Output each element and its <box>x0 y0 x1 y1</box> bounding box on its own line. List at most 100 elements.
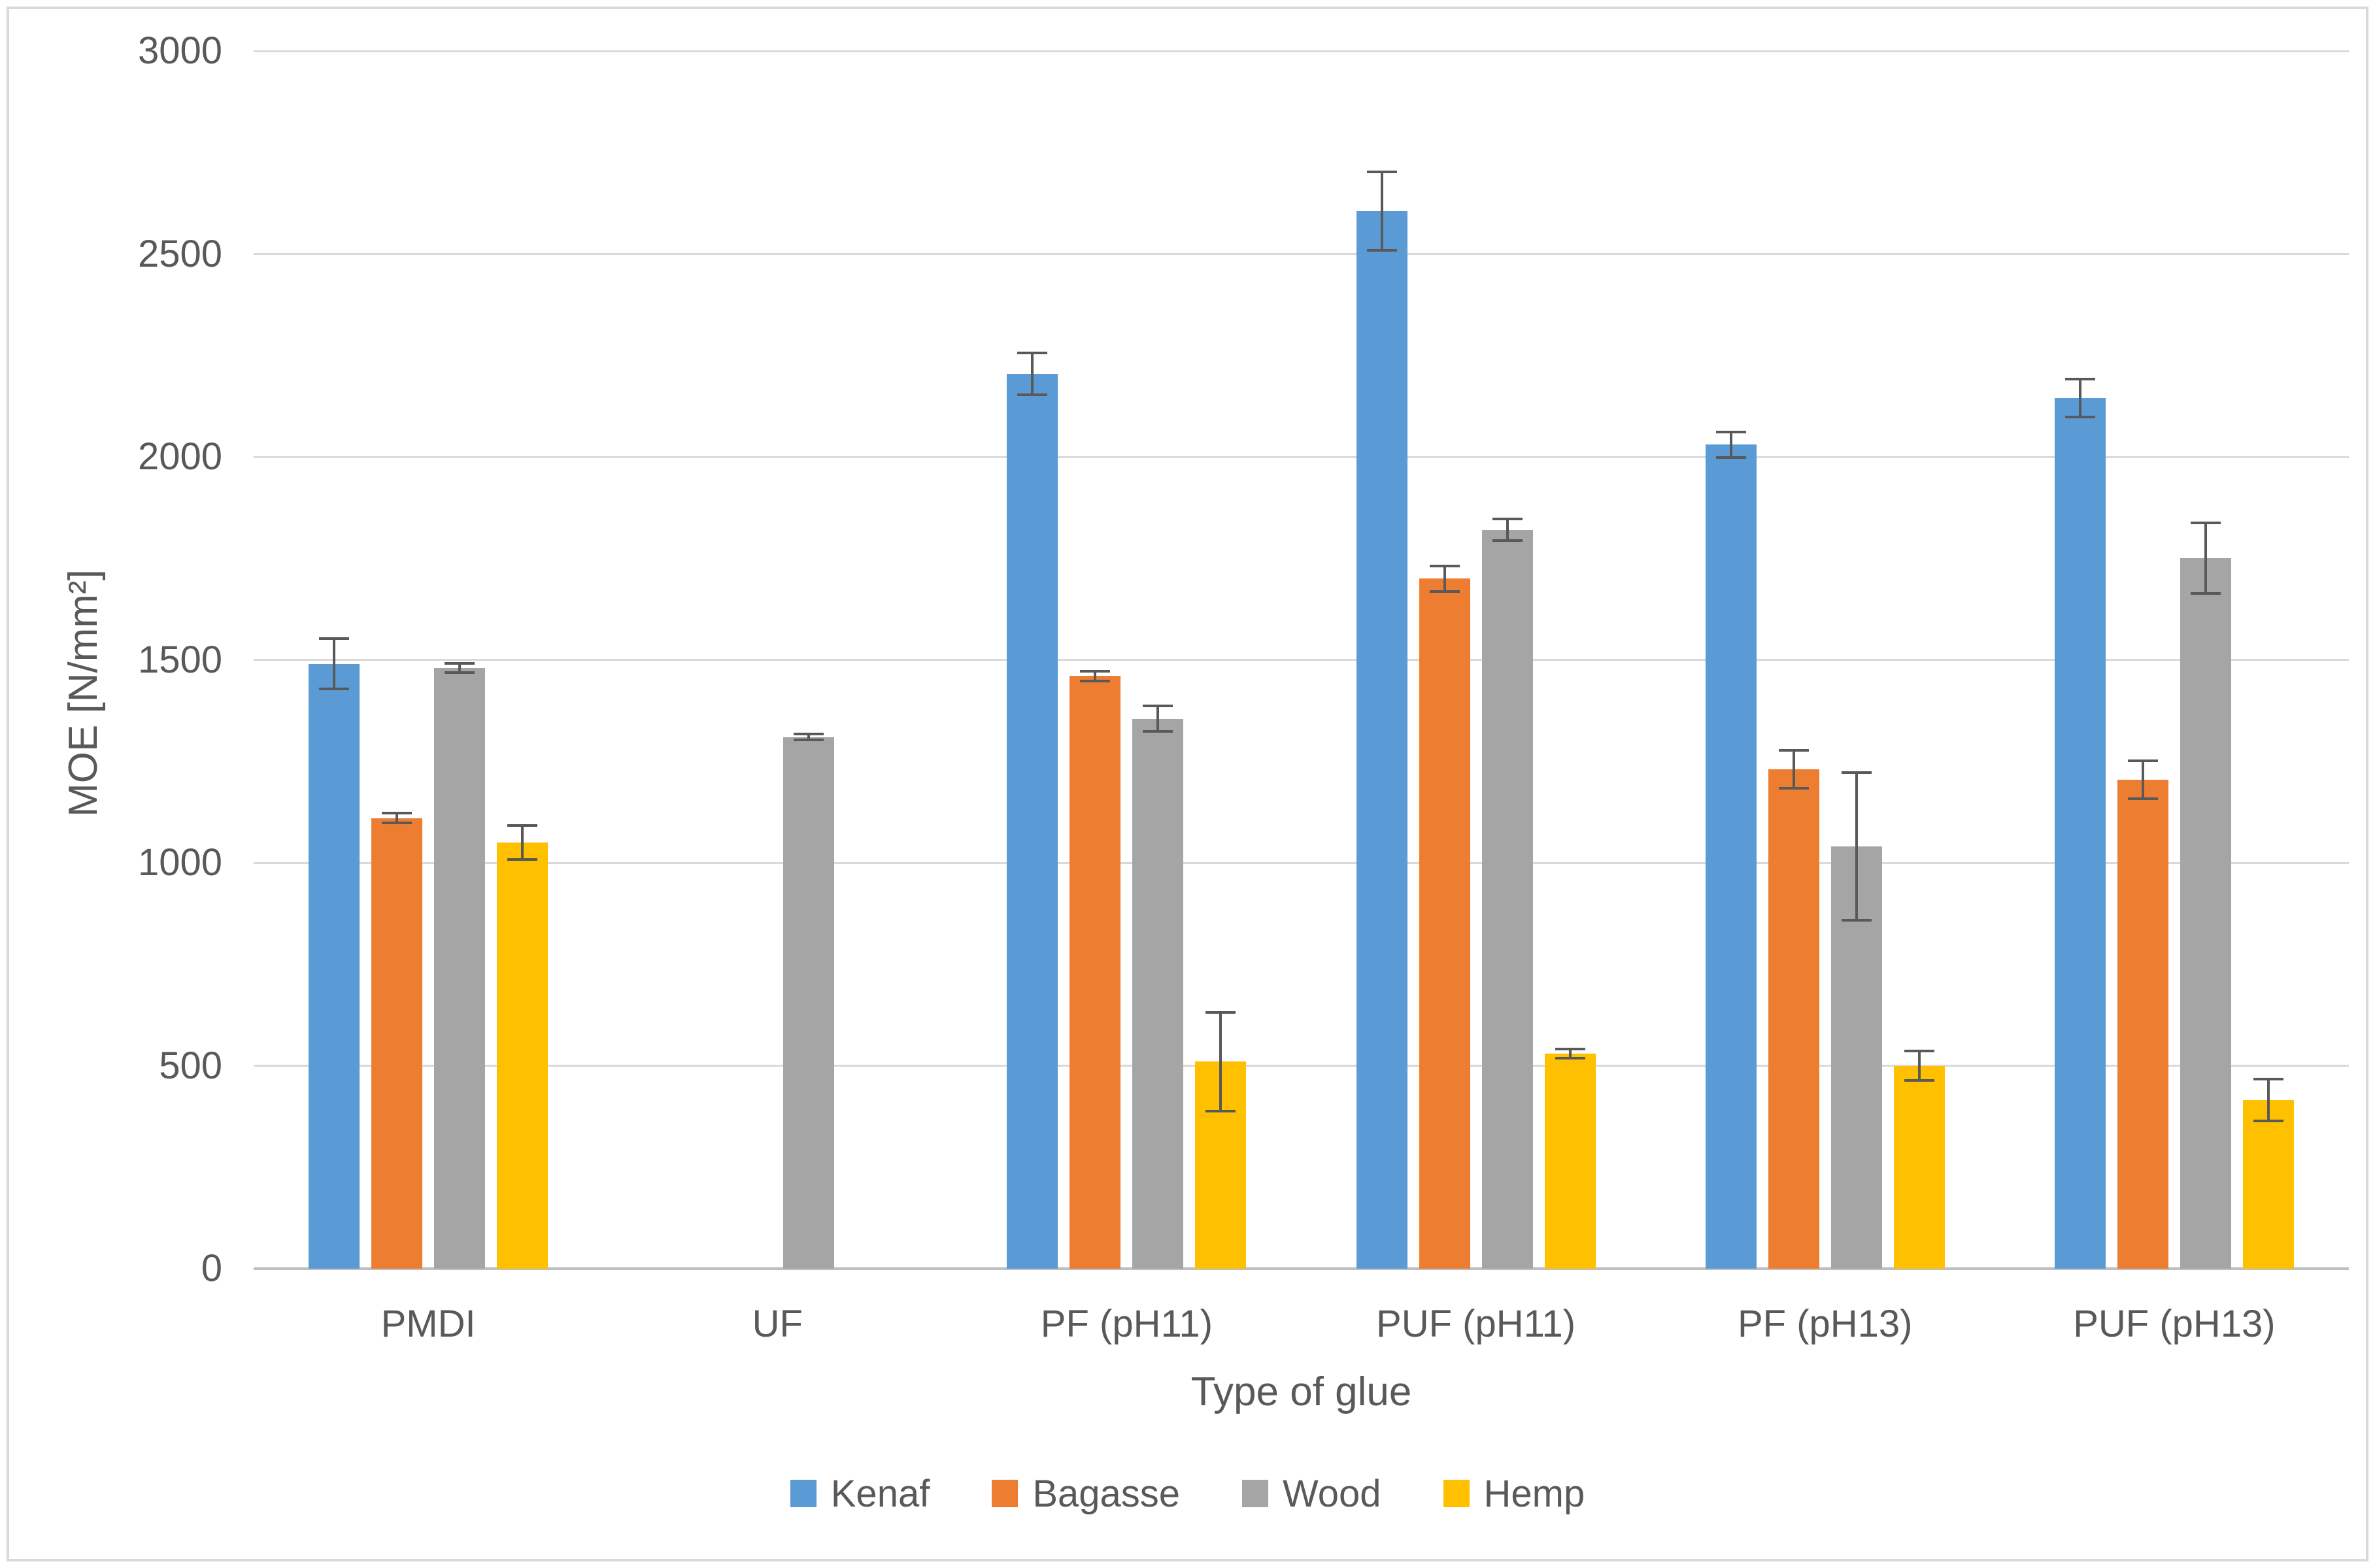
error-bar-cap-bottom <box>2253 1120 2283 1123</box>
error-bar-cap-bottom <box>1429 590 1460 593</box>
x-category-label-pf-ph13: PF (pH13) <box>1737 1303 1913 1345</box>
bar-kenaf-puf-ph13 <box>2054 397 2106 1269</box>
error-bar-line <box>2078 377 2081 419</box>
error-bar-cap-top <box>1904 1049 1934 1052</box>
error-bar-cap-bottom <box>1904 1079 1934 1082</box>
legend-item-kenaf: Kenaf <box>790 1472 930 1516</box>
error-bar-cap-top <box>319 637 350 641</box>
error-bar-cap-bottom <box>1492 539 1523 542</box>
error-bar-bagasse-puf-ph11 <box>1429 564 1460 593</box>
x-category-label-pmdi: PMDI <box>380 1303 476 1345</box>
y-tick-label-1000: 1000 <box>137 841 222 884</box>
bar-bagasse-pf-ph11 <box>1070 676 1121 1269</box>
bar-hemp-pf-ph13 <box>1893 1065 1945 1269</box>
error-bar-cap-top <box>507 824 538 827</box>
bar-wood-puf-ph13 <box>2180 558 2231 1269</box>
y-tick-label-3000: 3000 <box>137 29 222 72</box>
error-bar-hemp-pf-ph13 <box>1904 1049 1934 1082</box>
error-bar-cap-top <box>1366 171 1397 174</box>
bar-wood-puf-ph11 <box>1481 529 1533 1269</box>
legend-swatch-bagasse <box>992 1480 1019 1507</box>
error-bar-kenaf-puf-ph13 <box>2064 377 2095 419</box>
legend-label-wood: Wood <box>1283 1472 1381 1515</box>
error-bar-hemp-pf-ph11 <box>1205 1010 1236 1112</box>
bar-bagasse-puf-ph11 <box>1419 578 1470 1269</box>
error-bar-line <box>2266 1078 2270 1123</box>
error-bar-cap-bottom <box>2190 592 2221 595</box>
error-bar-line <box>1917 1049 1921 1082</box>
legend-label-kenaf: Kenaf <box>830 1472 930 1515</box>
error-bar-cap-top <box>445 661 475 665</box>
bar-bagasse-puf-ph13 <box>2117 779 2168 1269</box>
error-bar-cap-top <box>1841 771 1872 775</box>
error-bar-cap-bottom <box>382 822 413 825</box>
error-bar-cap-top <box>1715 430 1746 433</box>
error-bar-cap-bottom <box>794 738 824 741</box>
error-bar-hemp-puf-ph11 <box>1555 1047 1585 1060</box>
error-bar-cap-bottom <box>1366 249 1397 252</box>
bar-hemp-puf-ph13 <box>2242 1100 2294 1269</box>
bar-bagasse-pmdi <box>371 818 423 1269</box>
y-tick-label-500: 500 <box>159 1044 222 1087</box>
error-bar-line <box>1094 670 1097 682</box>
legend-swatch-wood <box>1242 1480 1269 1507</box>
error-bar-cap-bottom <box>507 858 538 861</box>
error-bar-line <box>1855 771 1858 922</box>
error-bar-cap-top <box>1555 1047 1585 1050</box>
x-category-label-pf-ph11: PF (pH11) <box>1040 1303 1213 1345</box>
bar-kenaf-pf-ph13 <box>1705 444 1757 1269</box>
error-bar-cap-bottom <box>1017 393 1048 396</box>
error-bar-cap-bottom <box>445 671 475 675</box>
error-bar-wood-puf-ph13 <box>2190 522 2221 595</box>
error-bar-cap-top <box>2127 759 2158 762</box>
error-bar-line <box>2141 759 2144 800</box>
bar-hemp-pmdi <box>497 842 548 1269</box>
error-bar-cap-top <box>1143 704 1173 707</box>
error-bar-bagasse-pmdi <box>382 812 413 825</box>
error-bar-wood-pmdi <box>445 661 475 675</box>
gridline-2000 <box>254 456 2349 458</box>
error-bar-cap-bottom <box>1715 456 1746 459</box>
x-category-label-uf: UF <box>752 1303 803 1345</box>
error-bar-line <box>1156 704 1160 733</box>
error-bar-hemp-pmdi <box>507 824 538 861</box>
error-bar-bagasse-pf-ph13 <box>1778 749 1809 790</box>
error-bar-wood-puf-ph11 <box>1492 518 1523 542</box>
legend-item-hemp: Hemp <box>1443 1472 1585 1516</box>
plot-area <box>254 50 2349 1270</box>
bar-hemp-puf-ph11 <box>1544 1053 1596 1269</box>
error-bar-bagasse-pf-ph11 <box>1080 670 1111 682</box>
error-bar-cap-top <box>1017 351 1048 354</box>
error-bar-kenaf-pf-ph13 <box>1715 430 1746 459</box>
error-bar-line <box>1568 1047 1572 1060</box>
error-bar-wood-uf <box>794 733 824 741</box>
error-bar-line <box>333 637 336 691</box>
error-bar-wood-pf-ph13 <box>1841 771 1872 922</box>
error-bar-cap-top <box>2190 522 2221 525</box>
y-tick-label-1500: 1500 <box>137 638 222 681</box>
error-bar-cap-bottom <box>1778 787 1809 790</box>
error-bar-line <box>458 661 462 675</box>
error-bar-cap-bottom <box>1841 919 1872 922</box>
y-axis-title-text: MOE [N/mm²] <box>60 569 106 817</box>
legend: Kenaf Bagasse Wood Hemp <box>0 1471 2375 1516</box>
error-bar-cap-top <box>1429 564 1460 567</box>
x-category-label-puf-ph13: PUF (pH13) <box>2073 1303 2276 1345</box>
error-bar-kenaf-pmdi <box>319 637 350 691</box>
gridline-1000 <box>254 861 2349 864</box>
error-bar-cap-top <box>1205 1010 1236 1014</box>
bar-bagasse-pf-ph13 <box>1768 769 1819 1269</box>
error-bar-cap-bottom <box>1080 679 1111 682</box>
bar-kenaf-puf-ph11 <box>1356 211 1407 1269</box>
error-bar-cap-bottom <box>1143 730 1173 733</box>
legend-item-wood: Wood <box>1242 1472 1381 1516</box>
error-bar-bagasse-puf-ph13 <box>2127 759 2158 800</box>
bar-wood-uf <box>783 737 835 1269</box>
error-bar-cap-bottom <box>319 688 350 691</box>
error-bar-line <box>2204 522 2207 595</box>
error-bar-line <box>1219 1010 1222 1112</box>
error-bar-line <box>807 733 811 741</box>
bar-wood-pf-ph11 <box>1132 718 1184 1269</box>
error-bar-line <box>1443 564 1446 593</box>
